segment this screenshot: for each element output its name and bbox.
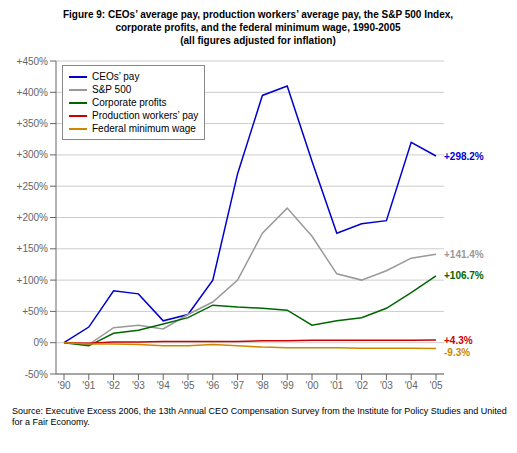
html-text:Federal minimum wage: Federal minimum wage: [92, 123, 196, 134]
svg-text:-9.3%: -9.3%: [444, 347, 470, 358]
svg-text:+298.2%: +298.2%: [444, 151, 484, 162]
svg-text:'90: '90: [57, 380, 70, 391]
svg-text:'99: '99: [281, 380, 294, 391]
svg-text:'05: '05: [429, 380, 442, 391]
svg-text:'94: '94: [157, 380, 170, 391]
svg-text:+200%: +200%: [17, 212, 49, 223]
svg-text:-50%: -50%: [25, 369, 48, 380]
svg-text:'93: '93: [132, 380, 145, 391]
svg-text:+4.3%: +4.3%: [444, 335, 473, 346]
svg-text:'92: '92: [107, 380, 120, 391]
html-text:Production workers’ pay: Production workers’ pay: [92, 110, 199, 121]
svg-text:'95: '95: [181, 380, 194, 391]
svg-text:+450%: +450%: [17, 56, 49, 67]
html-text:Source: Executive Excess 2006,: Source: Executive Excess 2006, the 13th …: [12, 406, 507, 427]
svg-text:+141.4%: +141.4%: [444, 249, 484, 260]
svg-text:'01: '01: [330, 380, 343, 391]
html-text:S&P 500: S&P 500: [92, 84, 132, 95]
svg-text:+100%: +100%: [17, 275, 49, 286]
svg-text:+106.7%: +106.7%: [444, 270, 484, 281]
svg-text:+400%: +400%: [17, 87, 49, 98]
svg-text:+250%: +250%: [17, 181, 49, 192]
svg-text:+350%: +350%: [17, 118, 49, 129]
svg-text:'00: '00: [305, 380, 318, 391]
svg-text:'02: '02: [355, 380, 368, 391]
svg-text:'91: '91: [82, 380, 95, 391]
svg-text:'97: '97: [231, 380, 244, 391]
svg-text:'98: '98: [256, 380, 269, 391]
html-text:Corporate profits: Corporate profits: [92, 97, 167, 108]
svg-text:+50%: +50%: [22, 306, 48, 317]
svg-text:0%: 0%: [34, 337, 49, 348]
html-text:CEOs’ pay: CEOs’ pay: [92, 71, 140, 82]
svg-text:+150%: +150%: [17, 243, 49, 254]
svg-text:'03: '03: [380, 380, 393, 391]
svg-text:'04: '04: [405, 380, 418, 391]
svg-text:+300%: +300%: [17, 149, 49, 160]
svg-text:'96: '96: [206, 380, 219, 391]
html-text:Figure 9: CEOs’ average pay, p: Figure 9: CEOs’ average pay, production …: [62, 9, 454, 20]
html-text:(all figures adjusted for infl: (all figures adjusted for inflation): [180, 35, 336, 46]
html-text:corporate profits, and the fed: corporate profits, and the federal minim…: [115, 22, 401, 33]
